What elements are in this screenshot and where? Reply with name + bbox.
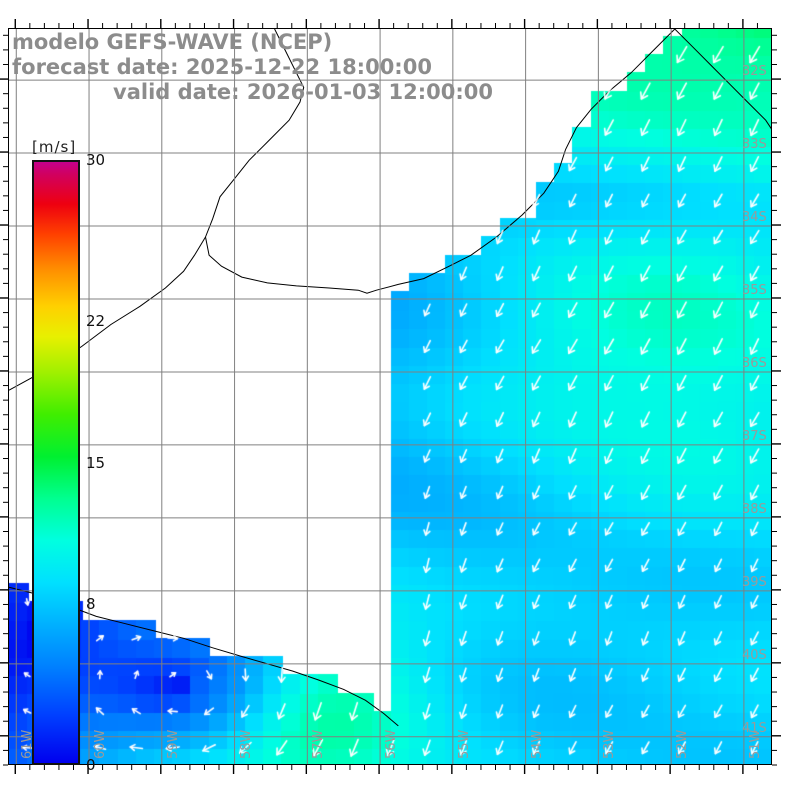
longitude-tick-label: 57W [311,729,327,759]
title-model-line: modelo GEFS-WAVE (NCEP) [12,30,333,54]
colorbar-tick-8: 8 [86,594,96,613]
latitude-tick-label: 40S [742,647,767,663]
longitude-tick-label: 56W [384,729,400,759]
colorbar-tick-15: 15 [86,453,106,472]
latitude-tick-label: 33S [742,137,767,153]
latitude-tick-label: 39S [742,574,767,590]
colorbar-tick-30: 30 [86,151,106,169]
latitude-tick-label: 32S [742,64,767,80]
colorbar-unit-label: [m/s] [32,138,77,156]
colorbar-tick-22: 22 [86,312,106,331]
wind-vector-arrows [9,29,771,764]
colorbar-gradient [32,160,80,765]
longitude-tick-label: 53W [602,729,618,759]
longitude-tick-label: 59W [165,729,181,759]
latitude-tick-label: 34S [742,210,767,226]
map-plot-area[interactable] [8,28,772,765]
longitude-tick-label: 60W [93,729,109,759]
latitude-tick-label: 41S [742,720,767,736]
longitude-tick-label: 55W [456,729,472,759]
latitude-tick-label: 35S [742,282,767,298]
chart-title-block: modelo GEFS-WAVE (NCEP) forecast date: 2… [8,30,568,105]
longitude-tick-label: 52W [675,729,691,759]
title-forecast-date-line: forecast date: 2025-12-22 18:00:00 [12,55,432,79]
colorbar-tick-0: 0 [86,756,96,774]
longitude-tick-label: 58W [238,729,254,759]
longitude-tick-label: 54W [529,729,545,759]
latitude-tick-label: 38S [742,501,767,517]
latitude-tick-label: 37S [742,428,767,444]
graticule-grid [9,29,771,764]
latitude-tick-label: 36S [742,355,767,371]
title-valid-date-line: valid date: 2026-01-03 12:00:00 [113,80,493,104]
